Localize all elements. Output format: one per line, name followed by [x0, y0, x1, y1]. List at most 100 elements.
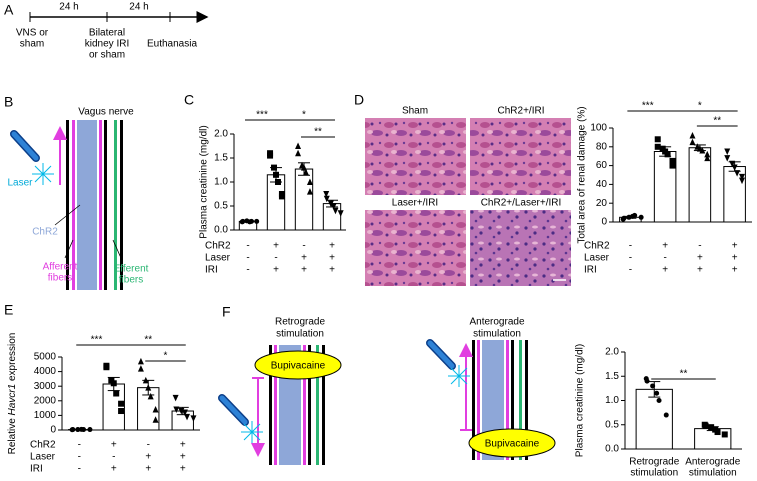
drug-label: Bupivacaine — [485, 439, 540, 450]
significance-label: ** — [314, 127, 322, 138]
data-point — [702, 422, 709, 429]
row-sign: - — [246, 253, 249, 264]
chr2-fiber — [77, 120, 97, 290]
row-sign: + — [180, 464, 186, 475]
laser-burst — [32, 163, 54, 185]
data-point — [644, 378, 650, 384]
data-point — [664, 151, 671, 158]
data-point — [184, 413, 191, 421]
row-label: Laser — [205, 253, 231, 264]
chr2-label: ChR2 — [32, 227, 58, 238]
data-point — [739, 173, 746, 181]
data-point — [654, 390, 660, 396]
row-label: ChR2 — [30, 440, 56, 451]
data-point — [621, 215, 627, 221]
data-point — [240, 218, 246, 224]
histology-image — [365, 210, 466, 286]
data-point — [301, 164, 307, 171]
y-tick-label: 20 — [596, 198, 608, 209]
data-point — [267, 152, 274, 159]
image-label: ChR2+/IRI — [498, 106, 545, 117]
event-label: kidney IRI — [85, 39, 129, 50]
data-point — [273, 171, 279, 178]
data-point — [173, 406, 180, 414]
data-point — [714, 429, 721, 436]
data-point — [110, 380, 117, 387]
data-point — [75, 427, 81, 433]
y-tick-label: 0.0 — [605, 444, 619, 455]
row-label: IRI — [30, 464, 43, 475]
event-label: VNS or — [16, 28, 49, 39]
data-point — [721, 431, 728, 438]
significance-label: * — [698, 101, 702, 112]
data-point — [152, 416, 159, 423]
efferent-label: Efferent — [114, 264, 149, 275]
data-point — [323, 195, 330, 203]
data-point — [302, 168, 309, 176]
data-point — [330, 203, 337, 210]
drug-label: Bupivacaine — [271, 361, 326, 372]
y-tick-label: 80 — [596, 141, 608, 152]
laser-label: Laser — [7, 178, 33, 189]
row-sign: + — [329, 265, 335, 276]
y-tick-label: 0 — [601, 217, 607, 228]
y-tick-label: 1.5 — [214, 153, 228, 164]
panel-label: D — [354, 92, 364, 108]
y-tick-label: 60 — [596, 160, 608, 171]
row-label: ChR2 — [205, 241, 231, 252]
condition-label: stimulation — [276, 329, 324, 340]
data-point — [118, 400, 125, 407]
y-tick-label: 1.5 — [605, 371, 619, 382]
significance-label: * — [164, 351, 168, 362]
row-sign: + — [180, 440, 186, 451]
row-sign: - — [147, 440, 150, 451]
row-label: ChR2 — [584, 241, 610, 252]
histology-image — [365, 118, 466, 195]
y-tick-label: 4000 — [34, 366, 57, 377]
laser-probe — [427, 340, 455, 369]
data-point — [147, 392, 154, 400]
significance-label: *** — [91, 335, 103, 346]
afferent-label: fibers — [48, 273, 72, 284]
y-tick-label: 0 — [50, 425, 56, 436]
row-sign: + — [301, 253, 307, 264]
data-point — [656, 398, 662, 403]
y-tick-label: 40 — [596, 179, 608, 190]
data-point — [689, 132, 696, 139]
data-point — [734, 170, 741, 177]
interval-label: 24 h — [129, 2, 148, 13]
row-sign: + — [301, 265, 307, 276]
laser-burst — [448, 365, 470, 387]
data-point — [137, 357, 144, 365]
laser-probe — [219, 395, 248, 425]
row-label: IRI — [205, 265, 218, 276]
histology-image — [470, 118, 571, 195]
row-sign: + — [329, 253, 335, 264]
y-tick-label: 0.5 — [605, 419, 619, 430]
data-point — [337, 210, 344, 217]
event-label: or sham — [89, 50, 125, 61]
afferent-label: Afferent — [43, 262, 78, 273]
data-point — [248, 218, 254, 224]
event-label: sham — [20, 39, 44, 50]
y-tick-label: 100 — [590, 123, 607, 134]
row-sign: - — [302, 241, 305, 252]
y-tick-label: 1.0 — [214, 177, 228, 188]
histology: Sham ChR2+/IRI Laser+/IRI ChR2+/Laser+/I… — [365, 106, 571, 286]
data-point — [704, 150, 711, 158]
row-sign: + — [732, 265, 738, 276]
row-sign: - — [78, 440, 81, 451]
row-sign: - — [629, 265, 632, 276]
panel-label: F — [222, 304, 231, 320]
data-point — [739, 177, 746, 185]
fiber — [66, 120, 69, 290]
data-point — [152, 406, 159, 413]
row-sign: + — [145, 452, 151, 463]
y-axis-label: Plasma creatinine (mg/dl) — [575, 344, 586, 457]
data-point — [332, 207, 339, 215]
fiber — [72, 120, 75, 290]
significance-label: *** — [642, 101, 654, 112]
data-point — [669, 157, 676, 164]
condition-label: Retrograde — [275, 317, 325, 328]
x-tick-label: Retrograde — [629, 457, 679, 468]
